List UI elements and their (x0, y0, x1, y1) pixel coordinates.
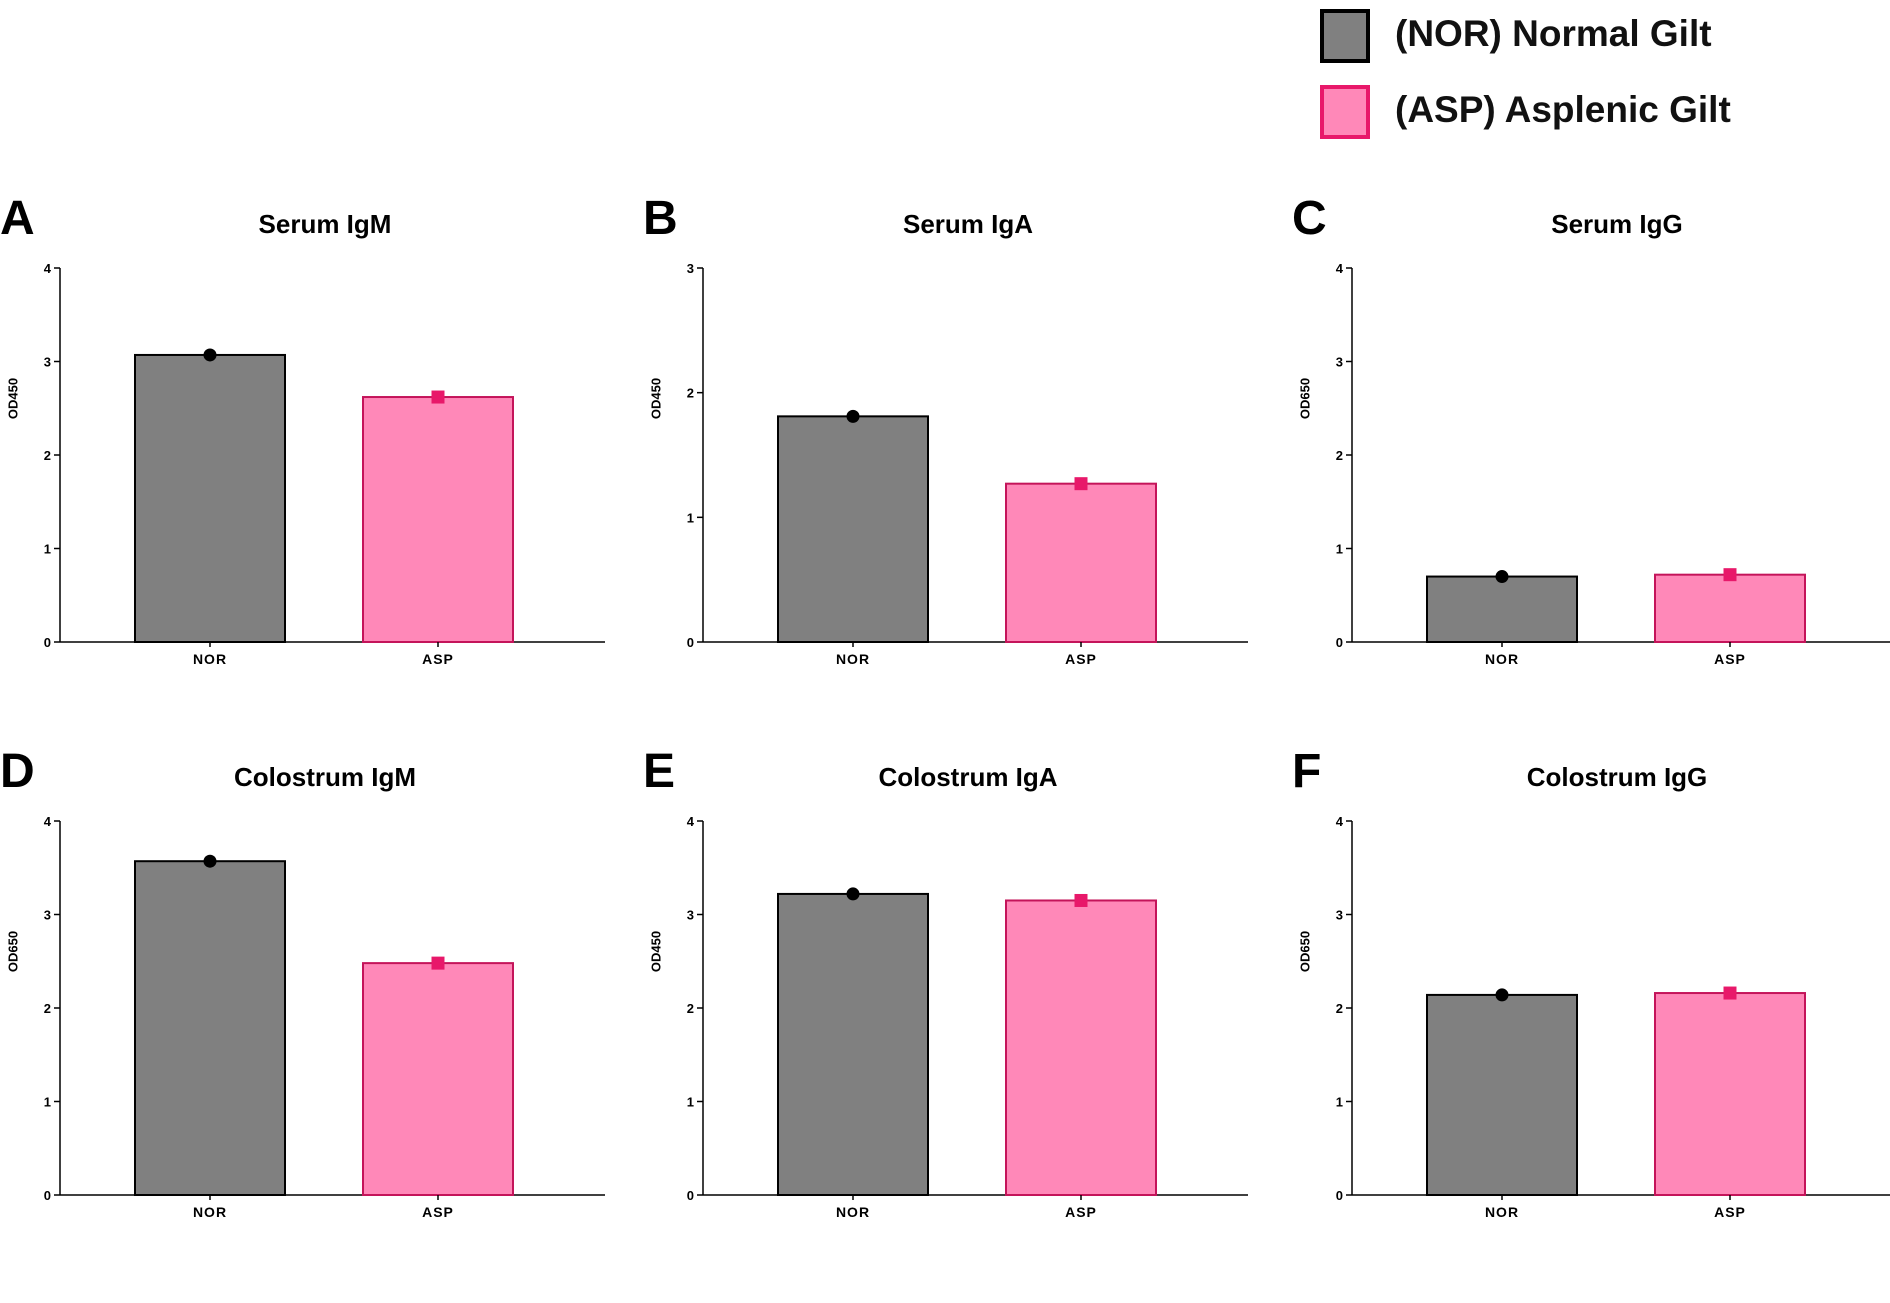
y-tick-label: 3 (44, 355, 51, 370)
panel-title: Serum IgM (258, 209, 392, 239)
data-point-asp (431, 390, 445, 404)
y-tick-label: 0 (1336, 1188, 1343, 1203)
legend-label-nor: (NOR) Normal Gilt (1395, 13, 1712, 54)
panel-title: Serum IgA (902, 209, 1034, 239)
y-tick-label: 4 (1336, 814, 1344, 829)
x-tick-label: NOR (1485, 651, 1519, 667)
y-tick-label: 3 (1336, 908, 1343, 923)
y-tick-label: 3 (44, 908, 51, 923)
y-tick-label: 4 (44, 814, 52, 829)
bar-nor (134, 353, 286, 644)
data-point-asp (1074, 893, 1088, 907)
bar-asp (1005, 482, 1157, 643)
legend-swatch-nor (1320, 9, 1370, 63)
bar-asp (1654, 992, 1806, 1196)
data-point-nor (203, 348, 217, 362)
y-tick-label: 1 (1336, 542, 1343, 557)
panel-letter: E (643, 745, 676, 798)
y-tick-label: 4 (687, 814, 695, 829)
y-tick-label: 4 (1336, 261, 1344, 276)
data-point-asp (431, 956, 445, 970)
legend: (NOR) Normal Gilt (ASP) Asplenic Gilt (1320, 6, 1880, 146)
x-tick-label: ASP (1065, 651, 1097, 667)
panel-letter: B (643, 192, 678, 245)
panel-title: Colostrum IgM (234, 762, 416, 792)
data-point-asp (1723, 986, 1737, 1000)
x-tick-label: NOR (193, 651, 227, 667)
y-tick-label: 1 (44, 1095, 51, 1110)
data-point-nor (1495, 570, 1509, 584)
bar-nor (1426, 993, 1578, 1196)
legend-label-asp: (ASP) Asplenic Gilt (1395, 89, 1731, 130)
y-tick-label: 3 (687, 261, 694, 276)
panel-letter: A (0, 192, 35, 245)
x-tick-label: ASP (422, 651, 454, 667)
x-tick-label: ASP (1714, 1204, 1746, 1220)
bar-chart: 0 1 2 3 4 NOR ASP (1336, 814, 1890, 1220)
x-tick-label: ASP (1065, 1204, 1097, 1220)
y-tick-label: 1 (687, 1095, 694, 1110)
y-tick-label: 2 (687, 386, 694, 401)
y-tick-label: 2 (1336, 1001, 1343, 1016)
x-tick-label: ASP (422, 1204, 454, 1220)
bar-nor (1426, 575, 1578, 643)
y-tick-label: 2 (44, 448, 51, 463)
bar-chart: 0 1 2 3 4 NOR ASP (44, 814, 605, 1220)
x-tick-label: NOR (193, 1204, 227, 1220)
y-tick-label: 2 (1336, 448, 1343, 463)
bar-nor (777, 415, 929, 643)
data-point-nor (846, 887, 860, 901)
y-tick-label: 3 (1336, 355, 1343, 370)
bar-asp (1654, 573, 1806, 643)
x-tick-label: ASP (1714, 651, 1746, 667)
bar-nor (777, 892, 929, 1196)
panel-d: D Colostrum IgM OD650 0 1 2 3 4 NOR ASP (0, 748, 630, 1303)
panel-letter: D (0, 745, 35, 798)
legend-item-nor: (NOR) Normal Gilt (1320, 9, 1880, 69)
y-tick-label: 0 (44, 635, 51, 650)
panel-title: Serum IgG (1551, 209, 1683, 239)
y-tick-label: 0 (44, 1188, 51, 1203)
data-point-nor (846, 409, 860, 423)
legend-swatch-asp (1320, 85, 1370, 139)
legend-item-asp: (ASP) Asplenic Gilt (1320, 85, 1880, 145)
panel-e: E Colostrum IgA OD450 0 1 2 3 4 NOR ASP (643, 748, 1273, 1303)
data-point-nor (1495, 988, 1509, 1002)
y-tick-label: 2 (44, 1001, 51, 1016)
y-tick-label: 4 (44, 261, 52, 276)
panel-letter: F (1292, 745, 1322, 798)
x-tick-label: NOR (836, 651, 870, 667)
bar-chart: 0 1 2 3 4 NOR ASP (44, 261, 605, 667)
data-point-asp (1723, 568, 1737, 582)
y-tick-label: 1 (44, 542, 51, 557)
y-tick-label: 1 (687, 510, 694, 525)
bar-chart: 0 1 2 3 4 NOR ASP (1336, 261, 1890, 667)
panel-c: C Serum IgG OD650 0 1 2 3 4 NOR ASP (1292, 195, 1890, 750)
panel-f: F Colostrum IgG OD650 0 1 2 3 4 NOR ASP (1292, 748, 1890, 1303)
bar-chart: 0 1 2 3 4 NOR ASP (687, 814, 1248, 1220)
y-tick-label: 2 (687, 1001, 694, 1016)
x-tick-label: NOR (836, 1204, 870, 1220)
bar-chart: 0 1 2 3 NOR ASP (687, 261, 1248, 667)
bar-asp (362, 396, 514, 643)
x-tick-label: NOR (1485, 1204, 1519, 1220)
bar-nor (134, 860, 286, 1197)
panel-letter: C (1292, 192, 1327, 245)
panel-a: A Serum IgM OD450 0 1 2 3 4 NOR ASP (0, 195, 630, 750)
panel-title: Colostrum IgA (878, 762, 1058, 792)
bar-asp (362, 962, 514, 1196)
panel-title: Colostrum IgG (1526, 762, 1708, 792)
panel-b: B Serum IgA OD450 0 1 2 3 NOR ASP (643, 195, 1273, 750)
y-tick-label: 0 (687, 1188, 694, 1203)
bar-asp (1005, 899, 1157, 1196)
y-tick-label: 0 (1336, 635, 1343, 650)
data-point-nor (203, 854, 217, 868)
y-tick-label: 3 (687, 908, 694, 923)
data-point-asp (1074, 477, 1088, 491)
y-tick-label: 1 (1336, 1095, 1343, 1110)
y-tick-label: 0 (687, 635, 694, 650)
